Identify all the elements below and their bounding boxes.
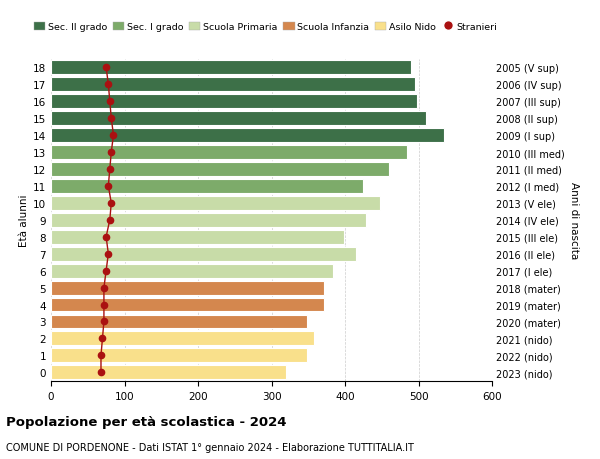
- Bar: [51, 349, 307, 363]
- Text: Popolazione per età scolastica - 2024: Popolazione per età scolastica - 2024: [6, 415, 287, 428]
- Bar: [51, 332, 314, 346]
- Bar: [51, 129, 444, 143]
- Bar: [51, 264, 332, 278]
- Bar: [51, 365, 286, 380]
- Bar: [51, 213, 365, 227]
- Y-axis label: Età alunni: Età alunni: [19, 194, 29, 246]
- Legend: Sec. II grado, Sec. I grado, Scuola Primaria, Scuola Infanzia, Asilo Nido, Stran: Sec. II grado, Sec. I grado, Scuola Prim…: [34, 22, 497, 32]
- Bar: [51, 196, 380, 210]
- Bar: [51, 61, 411, 75]
- Bar: [51, 95, 417, 109]
- Text: COMUNE DI PORDENONE - Dati ISTAT 1° gennaio 2024 - Elaborazione TUTTITALIA.IT: COMUNE DI PORDENONE - Dati ISTAT 1° genn…: [6, 442, 414, 452]
- Bar: [51, 162, 389, 177]
- Bar: [51, 146, 407, 160]
- Bar: [51, 179, 364, 193]
- Bar: [51, 112, 426, 126]
- Bar: [51, 315, 307, 329]
- Y-axis label: Anni di nascita: Anni di nascita: [569, 182, 579, 259]
- Bar: [51, 78, 415, 92]
- Bar: [51, 247, 356, 261]
- Bar: [51, 298, 325, 312]
- Bar: [51, 230, 344, 244]
- Bar: [51, 281, 325, 295]
